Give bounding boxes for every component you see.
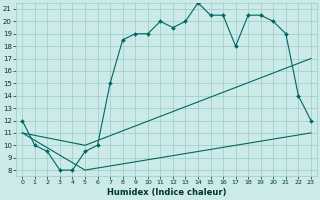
X-axis label: Humidex (Indice chaleur): Humidex (Indice chaleur) — [107, 188, 226, 197]
